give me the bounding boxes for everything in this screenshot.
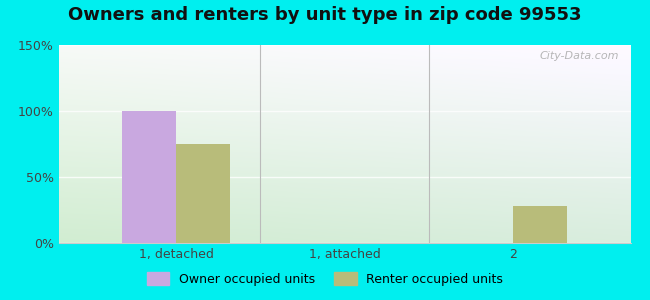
Text: City-Data.com: City-Data.com	[540, 51, 619, 61]
Bar	[513, 206, 567, 243]
Text: Owners and renters by unit type in zip code 99553: Owners and renters by unit type in zip c…	[68, 6, 582, 24]
Legend: Owner occupied units, Renter occupied units: Owner occupied units, Renter occupied un…	[142, 267, 508, 291]
Bar	[176, 144, 230, 243]
Bar	[122, 111, 176, 243]
